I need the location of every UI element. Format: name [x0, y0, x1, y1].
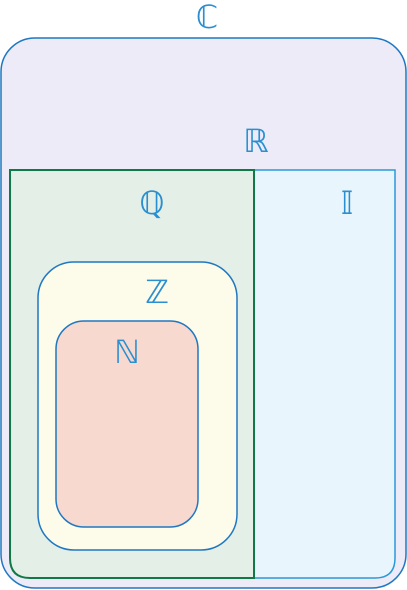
- naturals-set-region: [55, 320, 199, 528]
- integers-set-label: ℤ: [145, 273, 169, 311]
- real-set-label: ℝ: [243, 122, 268, 160]
- irrational-set-label: 𝕀: [341, 184, 354, 222]
- naturals-set-label: ℕ: [114, 333, 140, 371]
- irrational-set-region: [253, 169, 396, 579]
- complex-set-label: ℂ: [196, 0, 218, 36]
- rational-set-label: ℚ: [139, 184, 164, 222]
